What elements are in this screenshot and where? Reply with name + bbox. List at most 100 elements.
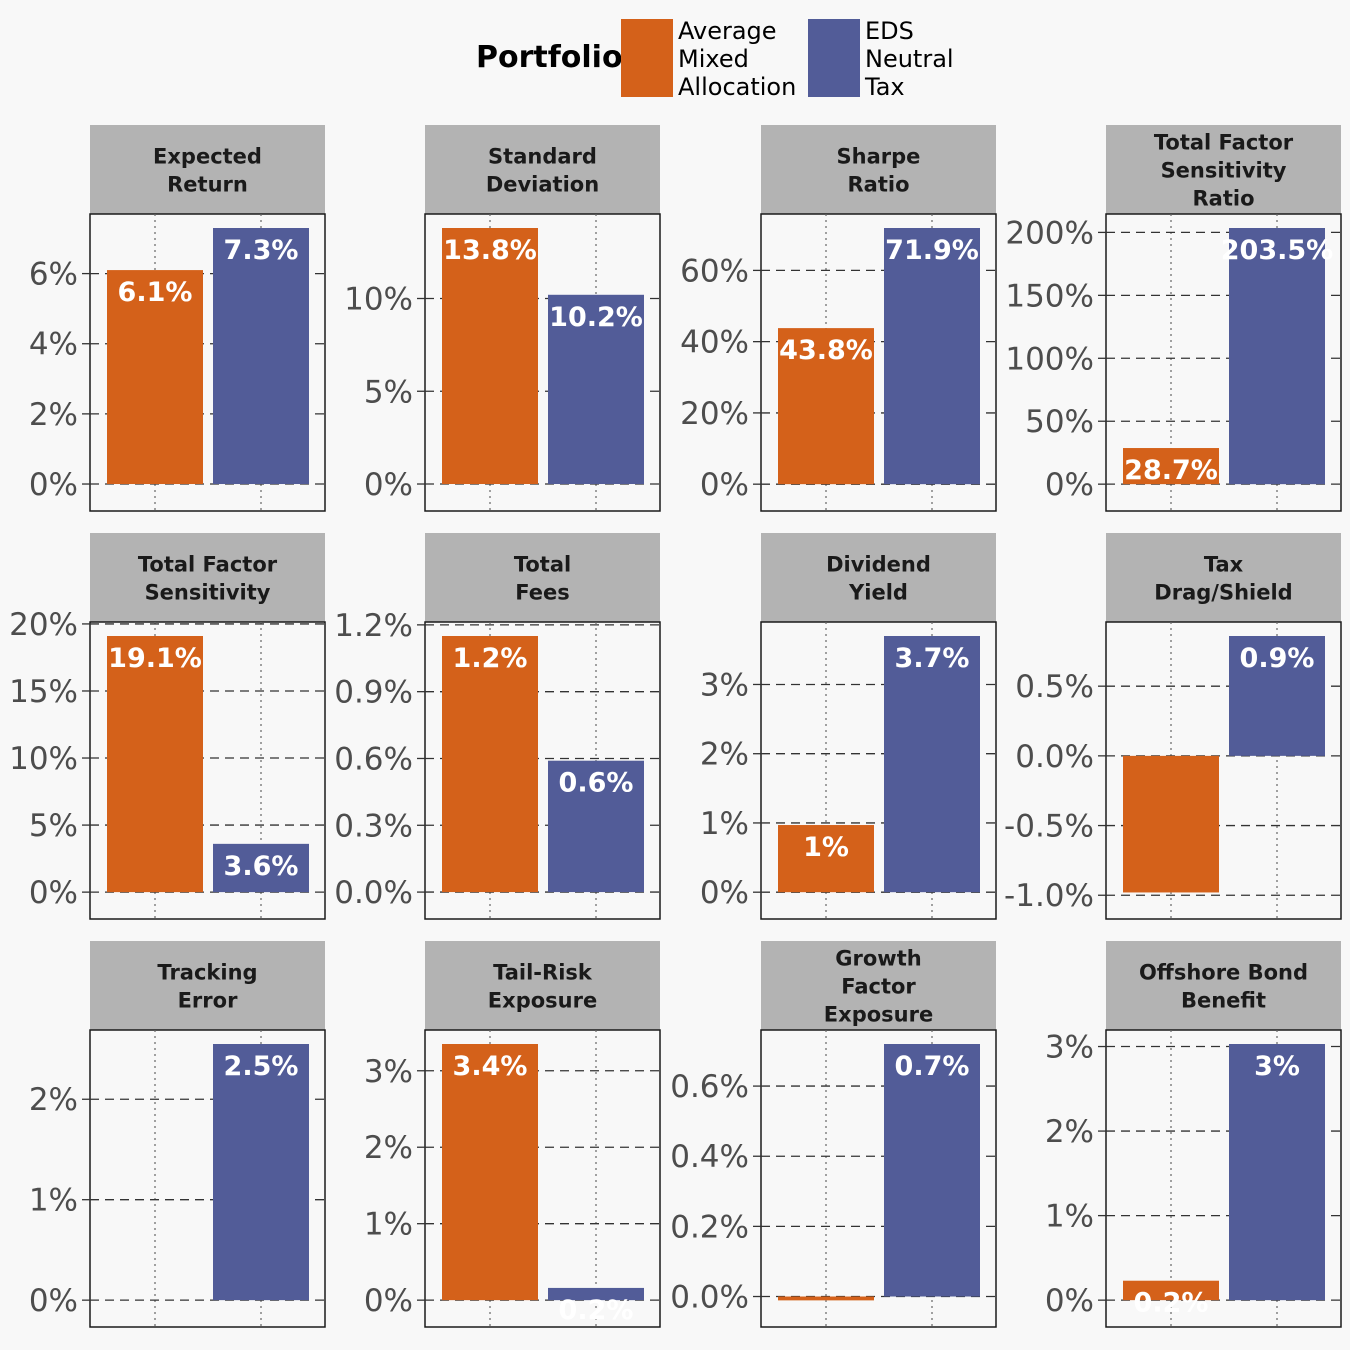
y-tick-label: 0% — [29, 1283, 78, 1319]
bar-eds-neutral-tax — [548, 294, 644, 485]
panel-title-line: Ratio — [847, 173, 909, 197]
y-tick-label: 0% — [364, 467, 413, 503]
y-tick-label: 0% — [700, 467, 749, 503]
y-tick-label: -0.5% — [1004, 809, 1094, 845]
bar-eds-neutral-tax — [213, 843, 309, 893]
panel-dividend-yield: Dividend Yield 0% 1% 2% 3% 1% 3.7% — [700, 533, 997, 920]
y-tick-label: 0.5% — [1015, 669, 1094, 705]
data-label: 0.9% — [1240, 643, 1315, 674]
data-label: 71.9% — [885, 235, 979, 266]
y-tick-label: 1% — [1045, 1199, 1094, 1235]
panel-strip — [761, 941, 996, 1030]
y-tick-label: 3% — [1045, 1030, 1094, 1066]
panel-total-factor-sensitivity: Total Factor Sensitivity 0% 5% 10% 15% 20% 19.1… — [9, 533, 326, 920]
bar-average-mixed-allocation — [442, 228, 538, 485]
y-tick-label: 0.2% — [670, 1209, 749, 1245]
y-tick-label: 0.9% — [334, 675, 413, 711]
bar-average-mixed-allocation — [778, 1296, 874, 1301]
y-tick-label: 0.6% — [334, 741, 413, 777]
y-tick-label: -1.0% — [1004, 878, 1094, 914]
y-tick-label: 3% — [700, 667, 749, 703]
y-tick-label: 10% — [9, 741, 78, 777]
panel-strip — [761, 125, 996, 214]
bar-eds-neutral-tax — [548, 1287, 644, 1301]
panel-title-line: Benefit — [1181, 989, 1266, 1013]
y-tick-label: 1% — [364, 1207, 413, 1243]
legend-swatch-average-mixed-allocation — [621, 19, 673, 97]
panel-title-line: Expected — [153, 145, 262, 169]
panel-title-line: Tracking — [157, 961, 257, 985]
bar-eds-neutral-tax — [884, 228, 980, 485]
data-label: 203.5% — [1221, 235, 1333, 266]
panel-title-line: Yield — [848, 581, 908, 605]
data-label: 10.2% — [549, 302, 643, 333]
legend: Portfolio Average Mixed Allocation EDS N… — [0, 0, 1350, 110]
panel-strip — [761, 533, 996, 622]
panel-title-line: Sharpe — [837, 145, 921, 169]
panel-title-line: Total Factor — [138, 553, 278, 577]
panel-title-line: Drag/Shield — [1154, 581, 1292, 605]
y-tick-label: 2% — [1045, 1114, 1094, 1150]
y-tick-label: 20% — [680, 396, 749, 432]
panel-strip — [1106, 125, 1341, 214]
y-tick-label: 2% — [29, 397, 78, 433]
panel-total-fees: Total Fees 0.0% 0.3% 0.6% 0.9% 1.2% 1.2% 0.6% — [334, 533, 661, 920]
y-tick-label: 0.3% — [334, 808, 413, 844]
y-tick-label: 1.2% — [334, 608, 413, 644]
y-tick-label: 0% — [1045, 467, 1094, 503]
y-tick-label: 4% — [29, 327, 78, 363]
panel-expected-return: Expected Return 0% 2% 4% 6% 6.1% 7.3% — [29, 125, 326, 512]
panel-strip — [90, 125, 325, 214]
data-label: 13.8% — [443, 235, 537, 266]
panel-title-line: Tail-Risk — [493, 961, 593, 985]
data-label: 0.2% — [1134, 1288, 1209, 1319]
panel-title-line: Fees — [515, 581, 569, 605]
panel-offshore-bond-benefit: Offshore Bond Benefit 0% 1% 2% 3% 0.2% 3% — [1045, 941, 1342, 1328]
y-tick-label: 1% — [29, 1183, 78, 1219]
legend-label-line: Neutral — [865, 45, 954, 73]
bar-eds-neutral-tax — [213, 1044, 309, 1301]
panel-growth-factor-exposure: Growth Factor Exposure 0.0% 0.2% 0.4% 0.6% 0.7% — [670, 941, 997, 1328]
panel-title-line: Error — [178, 989, 238, 1013]
data-label: 3.6% — [224, 851, 299, 882]
data-label: 28.7% — [1124, 455, 1218, 486]
panel-title-line: Dividend — [826, 553, 931, 577]
bar-average-mixed-allocation — [1123, 1280, 1219, 1301]
bar-average-mixed-allocation — [107, 270, 203, 485]
panel-strip — [1106, 533, 1341, 622]
panel-title-line: Sensitivity — [1161, 159, 1287, 183]
y-tick-label: 15% — [9, 674, 78, 710]
legend-label-line: Tax — [865, 73, 905, 101]
panel-title-line: Exposure — [488, 989, 597, 1013]
y-tick-label: 0% — [1045, 1283, 1094, 1319]
legend-swatch-eds-neutral-tax — [808, 19, 860, 97]
panel-strip — [1106, 941, 1341, 1030]
y-tick-label: 40% — [680, 325, 749, 361]
panel-title-line: Exposure — [824, 1003, 933, 1027]
y-tick-label: 1% — [700, 806, 749, 842]
bar-eds-neutral-tax — [1229, 1044, 1325, 1301]
y-tick-label: 200% — [1005, 215, 1094, 251]
panel-tax-drag-shield: Tax Drag/Shield -1.0% -0.5% 0.0% 0.5% 0.9% — [1004, 533, 1342, 920]
bar-average-mixed-allocation — [107, 636, 203, 893]
panel-title-line: Growth — [835, 947, 921, 971]
y-tick-label: 2% — [364, 1130, 413, 1166]
y-tick-label: 6% — [29, 257, 78, 293]
panel-total-factor-sensitivity-ratio: Total Factor Sensitivity Ratio 0% 50% 100% 150… — [1005, 125, 1342, 512]
data-label: 43.8% — [779, 335, 873, 366]
panel-title-line: Standard — [488, 145, 597, 169]
bar-eds-neutral-tax — [1229, 636, 1325, 756]
y-tick-label: 5% — [364, 374, 413, 410]
y-tick-label: 0.6% — [670, 1069, 749, 1105]
y-tick-label: 150% — [1005, 278, 1094, 314]
legend-label-line: Allocation — [678, 73, 797, 101]
panel-title-line: Total — [514, 553, 571, 577]
panel-strip — [425, 941, 660, 1030]
legend-label-average-mixed-allocation: Average Mixed Allocation — [678, 17, 796, 101]
y-tick-label: 20% — [9, 607, 78, 643]
legend-label-eds-neutral-tax: EDS Neutral Tax — [865, 17, 954, 101]
y-tick-label: 60% — [680, 253, 749, 289]
panel-strip — [90, 533, 325, 622]
panel-title-line: Sensitivity — [145, 581, 271, 605]
y-tick-label: 0.0% — [1015, 739, 1094, 775]
